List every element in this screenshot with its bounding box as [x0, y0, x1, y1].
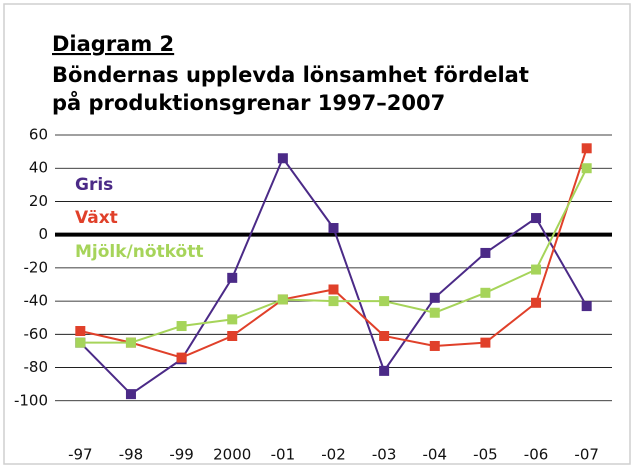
- marker: [480, 337, 491, 348]
- x-tick-label: -01: [271, 446, 296, 464]
- marker: [125, 389, 136, 400]
- marker: [277, 153, 288, 164]
- chart-subtitle: Böndernas upplevda lönsamhet fördelat: [52, 63, 529, 87]
- marker: [328, 223, 339, 234]
- marker: [531, 264, 542, 275]
- marker: [581, 163, 592, 174]
- marker: [480, 247, 491, 258]
- x-tick-label: -97: [68, 446, 93, 464]
- marker: [379, 330, 390, 341]
- chart-title: Diagram 2: [52, 32, 174, 56]
- marker: [531, 213, 542, 224]
- x-tick-label: -06: [524, 446, 549, 464]
- x-tick-label: -07: [574, 446, 599, 464]
- y-tick-label: 60: [29, 126, 48, 144]
- marker: [227, 314, 238, 325]
- marker: [75, 337, 86, 348]
- legend-label: Gris: [75, 175, 113, 195]
- marker: [227, 330, 238, 341]
- y-tick-label: -20: [24, 258, 49, 276]
- marker: [176, 352, 187, 363]
- marker: [75, 326, 86, 337]
- x-tick-label: -04: [423, 446, 448, 464]
- y-tick-label: -40: [24, 292, 49, 310]
- marker: [531, 297, 542, 308]
- marker: [379, 296, 390, 307]
- y-tick-label: -100: [14, 391, 48, 409]
- marker: [176, 321, 187, 332]
- marker: [328, 284, 339, 295]
- y-tick-label: -80: [24, 358, 49, 376]
- marker: [277, 294, 288, 305]
- marker: [581, 301, 592, 312]
- marker: [328, 296, 339, 307]
- y-tick-label: -60: [24, 325, 49, 343]
- marker: [227, 272, 238, 283]
- marker: [429, 292, 440, 303]
- y-tick-label: 20: [29, 192, 48, 210]
- x-tick-label: -98: [119, 446, 144, 464]
- x-tick-label: -03: [372, 446, 397, 464]
- marker: [581, 143, 592, 154]
- x-tick-label: -05: [473, 446, 498, 464]
- marker: [379, 365, 390, 376]
- marker: [429, 340, 440, 351]
- marker: [429, 307, 440, 318]
- y-tick-label: 40: [29, 159, 48, 177]
- chart-subtitle: på produktionsgrenar 1997–2007: [52, 90, 445, 115]
- legend-label: Växt: [75, 208, 118, 228]
- y-tick-label: 0: [38, 225, 48, 243]
- marker: [125, 337, 136, 348]
- marker: [480, 287, 491, 298]
- legend-label: Mjölk/nötkött: [75, 242, 203, 262]
- x-tick-label: 2000: [213, 446, 251, 464]
- x-tick-label: -02: [321, 446, 346, 464]
- x-tick-label: -99: [169, 446, 194, 464]
